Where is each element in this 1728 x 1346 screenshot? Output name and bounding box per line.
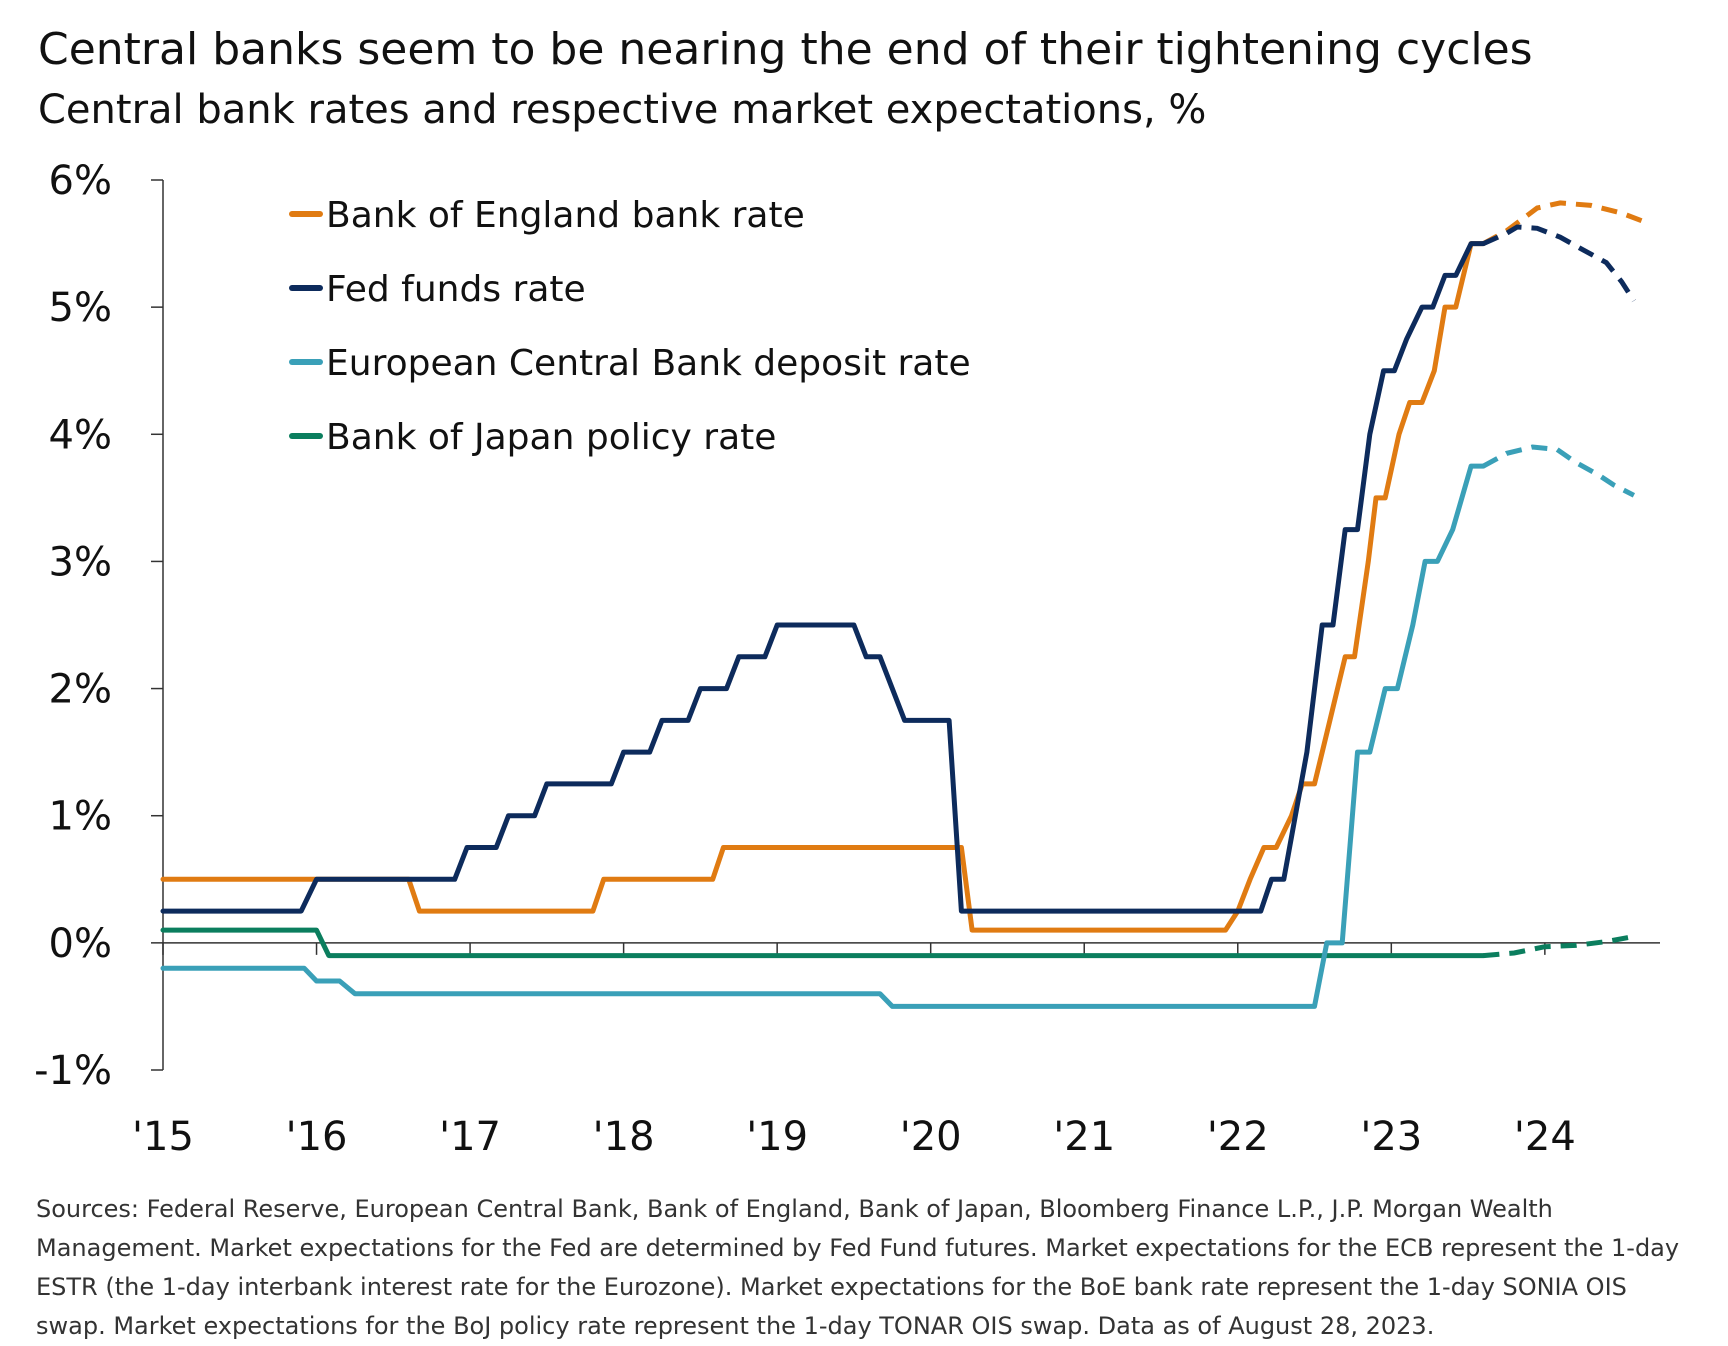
x-tick-label: '17	[439, 1114, 501, 1160]
line-chart: 6%5%4%3%2%1%0%-1% '15'16'17'18'19'20'21 '…	[34, 158, 1660, 1160]
series-expectation-bank-of-japan-policy-rate	[1483, 934, 1635, 959]
chart-legend: Bank of England bank rate Fed funds rate E…	[289, 195, 971, 458]
series-expectation-fed-funds-rate	[1482, 224, 1637, 303]
chart-axes	[162, 180, 1660, 1070]
legend-label: European Central Bank deposit rate	[326, 343, 971, 384]
y-tick-label: 1%	[49, 794, 112, 840]
x-axis-ticks: '15 '16 '17 '18 '19 '20 '21 '22 '23 '24	[132, 942, 1576, 1160]
series-lines	[160, 200, 1643, 1009]
series-line-bank-of-japan-policy-rate	[160, 927, 1486, 959]
y-tick-label: 2%	[49, 667, 112, 713]
y-tick-label: 6%	[49, 158, 112, 204]
x-tick-label: '16	[286, 1114, 348, 1160]
y-axis-ticks: 6% 5% 4% 3% 2% 1% 0% -1%	[34, 158, 163, 1094]
y-tick-label: 3%	[49, 539, 112, 585]
legend-label: Bank of England bank rate	[326, 195, 805, 236]
source-footnote: Sources: Federal Reserve, European Centr…	[36, 1195, 1680, 1340]
x-tick-label: '20	[900, 1114, 962, 1160]
x-tick-label: '15	[132, 1114, 194, 1160]
legend-label: Bank of Japan policy rate	[326, 417, 776, 458]
x-tick-label: '23	[1360, 1114, 1422, 1160]
y-tick-label: 0%	[49, 921, 112, 967]
legend-label: Fed funds rate	[326, 269, 586, 310]
x-tick-label: '24	[1514, 1114, 1576, 1160]
series-expectation-european-central-bank-deposit-rate	[1482, 444, 1636, 498]
x-tick-label: '19	[746, 1114, 808, 1160]
chart-subtitle: Central bank rates and respective market…	[38, 87, 1207, 133]
y-tick-label: -1%	[34, 1048, 112, 1094]
x-tick-label: '21	[1053, 1114, 1115, 1160]
x-tick-label: '18	[593, 1114, 655, 1160]
x-tick-label: '22	[1207, 1114, 1269, 1160]
chart-title: Central banks seem to be nearing the end…	[38, 24, 1533, 75]
series-line-fed-funds-rate	[160, 241, 1486, 914]
series-line-european-central-bank-deposit-rate	[160, 463, 1486, 1009]
y-tick-label: 5%	[49, 285, 112, 331]
y-tick-label: 4%	[49, 412, 112, 458]
